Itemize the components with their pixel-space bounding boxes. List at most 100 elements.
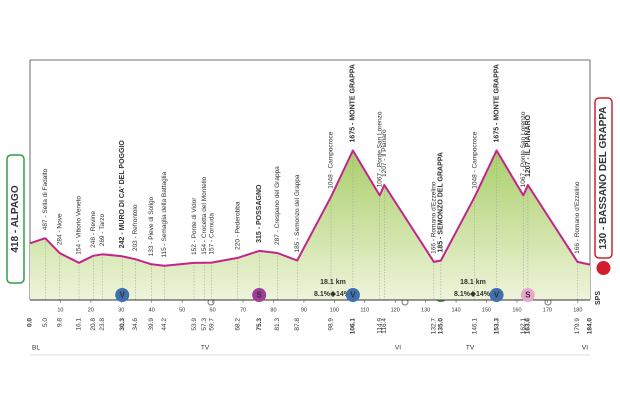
- waypoint-label: 1067 - Ponte San Lorenzo: [376, 111, 383, 187]
- x-tick-label: 30: [118, 307, 124, 313]
- km-label: 57.3: [201, 318, 208, 331]
- km-label: 153.3: [493, 318, 500, 335]
- x-tick-label: 20: [88, 307, 94, 313]
- km-label: 34.6: [132, 318, 139, 331]
- profile-area: [30, 150, 590, 300]
- km-label: 30.3: [119, 318, 126, 331]
- marker-badge: [489, 288, 504, 302]
- x-tick-label: 110: [360, 307, 369, 313]
- km-label: 163.6: [525, 318, 532, 335]
- waypoint-label: 157 - Cornuda: [208, 213, 215, 255]
- km-label: 98.9: [328, 318, 335, 331]
- waypoint-label: 269 - Tarzo: [99, 214, 106, 247]
- climb-max-gradient: 14%: [336, 291, 351, 298]
- waypoint-label: 248 - Revine: [90, 211, 97, 248]
- km-label: 146.1: [471, 318, 478, 335]
- marker-badge: [252, 288, 267, 302]
- waypoint-label: 1675 - MONTE GRAPPA: [493, 64, 500, 142]
- marker-symbol: V: [120, 291, 126, 300]
- km-label: 162.1: [520, 318, 527, 335]
- km-label: 9.8: [57, 318, 64, 327]
- km-label: 39.9: [148, 318, 155, 331]
- climb-gradient: 8.1%: [454, 291, 471, 298]
- x-tick-label: 180: [573, 307, 582, 313]
- km-label: 132.7: [431, 318, 438, 335]
- region-label: VI: [395, 345, 401, 352]
- marker-badge: [115, 288, 130, 302]
- x-tick-label: 150: [482, 307, 491, 313]
- footer-mark: SPS: [595, 291, 602, 305]
- waypoint-label: 185 - Semonzo del Grappa: [294, 174, 301, 252]
- waypoint-label: 1207 - Il Pianaro: [381, 129, 388, 177]
- waypoint-label: 315 - POSSAGNO: [256, 184, 263, 243]
- x-tick-label: 100: [330, 307, 339, 313]
- profile-line: [29, 149, 591, 267]
- climb-length: 18.1 km: [460, 279, 486, 286]
- x-tick-label: 50: [179, 307, 185, 313]
- x-tick-label: 160: [512, 307, 521, 313]
- km-label: 75.3: [256, 318, 263, 331]
- region-label: VI: [582, 345, 588, 352]
- marker-symbol: S: [257, 291, 263, 300]
- waypoint-label: 154 - Crocetta del Montello: [201, 176, 208, 254]
- km-label: 106.1: [350, 318, 357, 335]
- km-label: 16.1: [76, 318, 83, 331]
- waypoint-label: 1048 - Campocroce: [328, 131, 335, 188]
- x-tick-label: 60: [210, 307, 216, 313]
- km-label: 20.8: [90, 318, 97, 331]
- km-label: 116.4: [381, 318, 388, 334]
- marker-badge: [345, 288, 360, 302]
- km-label: 135.0: [438, 318, 445, 335]
- km-label: 179.9: [574, 318, 581, 335]
- waypoint-label: 487 - Sella di Fadalto: [42, 168, 49, 230]
- climb-gradient: 8.1%: [314, 291, 331, 298]
- waypoint-label: 1048 - Campocroce: [471, 131, 478, 188]
- km-label: 59.7: [208, 318, 215, 331]
- x-tick-label: 170: [543, 307, 552, 313]
- waypoint-label: 152 - Ponte di Vidor: [191, 197, 198, 255]
- climb-length: 18.1 km: [320, 279, 346, 286]
- km-label: 87.8: [294, 318, 301, 331]
- waypoint-label: 1675 - MONTE GRAPPA: [350, 64, 357, 142]
- climb-diamond: [470, 291, 476, 297]
- waypoint-label: 203 - Refrontolo: [132, 204, 139, 251]
- climb-diamond: [330, 291, 336, 297]
- km-label: 0.0: [27, 318, 34, 327]
- region-label: BL: [32, 345, 40, 352]
- marker-symbol: V: [494, 291, 500, 300]
- finish-box: [594, 97, 613, 259]
- start-label: 418 - ALPAGO: [10, 185, 21, 252]
- finish-icon: [596, 261, 611, 275]
- x-tick-label: 10: [57, 307, 63, 313]
- x-tick-label: 70: [240, 307, 246, 313]
- km-label: 81.3: [274, 318, 281, 331]
- km-label: 44.2: [161, 318, 168, 331]
- waypoint-label: 133 - Pieve di Soligo: [148, 196, 155, 256]
- km-label: 53.9: [191, 318, 198, 331]
- x-tick-label: 40: [149, 307, 155, 313]
- waypoint-label: 115 - Semaglia della Battaglia: [161, 171, 168, 257]
- region-label: TV: [466, 345, 475, 352]
- waypoint-label: 287 - Crespano del Grappa: [274, 166, 281, 245]
- region-label: TV: [201, 345, 210, 352]
- x-tick-label: 140: [451, 307, 460, 313]
- km-label: 114.9: [376, 318, 383, 334]
- waypoint-label: 154 - Vittorio Veneto: [76, 196, 83, 255]
- waypoint-label: 1207 - IL PIANARO: [525, 114, 532, 177]
- finish-label: 130 - BASSANO DEL GRAPPA: [598, 107, 609, 250]
- start-box: [6, 154, 25, 284]
- x-tick-label: 80: [270, 307, 276, 313]
- waypoint-label: 284 - Nove: [57, 213, 64, 245]
- waypoint-label: 166 - Romano d'Ezzelino: [574, 181, 581, 254]
- km-label: 23.8: [99, 318, 106, 331]
- x-tick-label: 90: [301, 307, 307, 313]
- waypoint-label: 166 - Romano d'Ezzelino: [431, 181, 438, 254]
- waypoint-label: 185 - SEMONZO DEL GRAPPA: [438, 152, 445, 252]
- km-label: 184.0: [587, 318, 594, 335]
- waypoint-label: 220 - Pederobba: [234, 201, 241, 250]
- waypoint-label: 242 - MURO DI CA' DEL POGGIO: [119, 140, 126, 249]
- x-tick-label: 130: [421, 307, 430, 313]
- km-label: 68.2: [234, 318, 241, 331]
- marker-badge: [520, 288, 535, 302]
